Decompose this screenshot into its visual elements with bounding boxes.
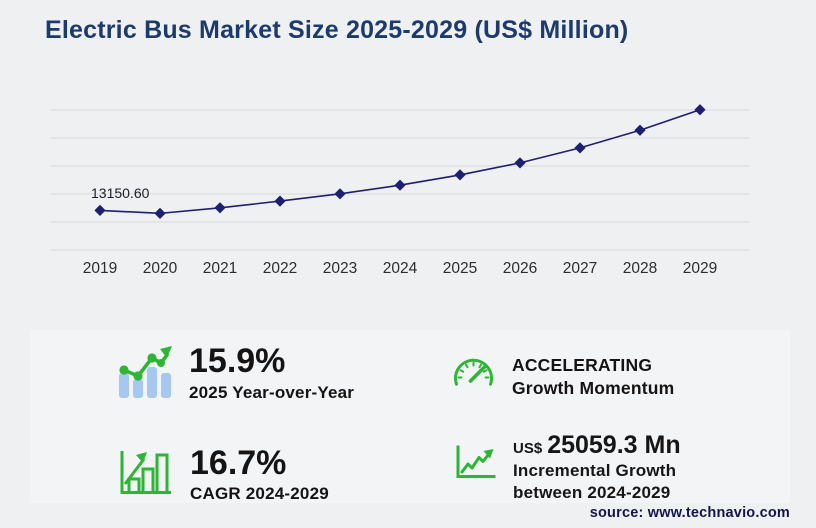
currency-prefix: US$ (513, 440, 543, 457)
x-axis-label: 2029 (683, 260, 717, 277)
x-axis-label: 2020 (143, 260, 178, 277)
gauge-needle (468, 364, 487, 383)
data-point-marker (694, 104, 706, 116)
x-axis-label: 2019 (83, 260, 117, 277)
x-axis-label: 2021 (203, 260, 237, 277)
page-title: Electric Bus Market Size 2025-2029 (US$ … (45, 16, 629, 44)
x-axis-label: 2024 (383, 260, 418, 277)
stat-value: 15.9% (189, 342, 286, 381)
data-point-marker (334, 188, 346, 200)
data-point-marker (514, 157, 526, 169)
data-point-marker (574, 142, 586, 154)
stat-label: 2025 Year-over-Year (189, 382, 355, 402)
stat-value: ACCELERATING (512, 355, 653, 375)
x-axis-label: 2022 (263, 260, 297, 277)
first-point-label: 13150.60 (91, 185, 150, 201)
x-axis-label: 2027 (563, 260, 597, 277)
stat-cagr: 16.7% CAGR 2024-2029 (118, 444, 329, 504)
stat-value: 25059.3 Mn (547, 431, 681, 459)
data-point-marker (454, 169, 466, 181)
x-axis-label: 2026 (503, 260, 537, 277)
data-point-marker (274, 195, 286, 207)
stat-value: 16.7% (190, 444, 287, 482)
stat-label: Growth Momentum (512, 378, 675, 399)
x-axis-label: 2023 (323, 260, 357, 277)
stat-growth-momentum: ACCELERATING Growth Momentum (450, 354, 674, 400)
x-axis-label: 2025 (443, 260, 477, 277)
stat-label: CAGR 2024-2029 (190, 484, 329, 504)
data-point-marker (394, 179, 406, 191)
market-size-line (99, 109, 701, 215)
data-point-marker (154, 207, 166, 219)
data-point-marker (214, 202, 226, 214)
bar-trend-up-icon (116, 344, 174, 403)
x-axis-label: 2028 (623, 260, 657, 277)
stat-label-line2: between 2024-2029 (513, 482, 671, 502)
stats-panel: 15.9% 2025 Year-over-Year ACCELERA (30, 330, 790, 503)
stat-incremental-growth: US$ 25059.3 Mn Incremental Growth between… (454, 431, 681, 504)
data-point-marker (634, 124, 646, 136)
source-note: source: www.technavio.com (589, 505, 790, 521)
stat-value-row: US$ 25059.3 Mn (513, 431, 681, 460)
stat-yoy-growth: 15.9% 2025 Year-over-Year (116, 342, 355, 403)
market-size-chart: 2019 2020 2021 2022 2023 2024 2025 2026 2027 2028… (50, 104, 750, 277)
data-point-marker (94, 204, 106, 217)
growth-chart-icon (118, 449, 175, 501)
stat-label-line1: Incremental Growth (513, 460, 677, 480)
gauge-icon (450, 356, 497, 398)
line-up-axes-icon (454, 442, 496, 485)
